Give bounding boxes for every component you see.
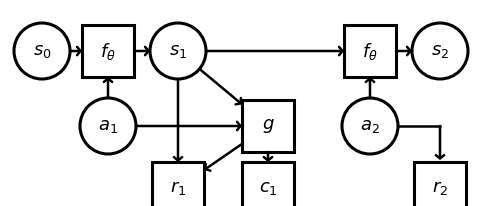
Text: $s_0$: $s_0$ — [32, 42, 52, 60]
Ellipse shape — [342, 98, 398, 154]
Ellipse shape — [80, 98, 136, 154]
Text: $s_2$: $s_2$ — [431, 42, 449, 60]
Ellipse shape — [14, 23, 70, 79]
Text: $s_1$: $s_1$ — [169, 42, 187, 60]
Bar — [152, 162, 204, 206]
Text: $g$: $g$ — [262, 117, 274, 135]
Text: $a_2$: $a_2$ — [360, 117, 380, 135]
Text: $r_2$: $r_2$ — [432, 179, 448, 197]
Text: $a_1$: $a_1$ — [98, 117, 118, 135]
Bar — [344, 25, 396, 77]
Bar — [82, 25, 134, 77]
Bar — [414, 162, 466, 206]
Text: $f_\theta$: $f_\theta$ — [362, 41, 378, 62]
Text: $r_1$: $r_1$ — [170, 179, 186, 197]
Bar — [242, 162, 294, 206]
Text: $f_\theta$: $f_\theta$ — [100, 41, 116, 62]
Ellipse shape — [412, 23, 468, 79]
Bar — [242, 100, 294, 152]
Text: $c_1$: $c_1$ — [258, 179, 278, 197]
Ellipse shape — [150, 23, 206, 79]
